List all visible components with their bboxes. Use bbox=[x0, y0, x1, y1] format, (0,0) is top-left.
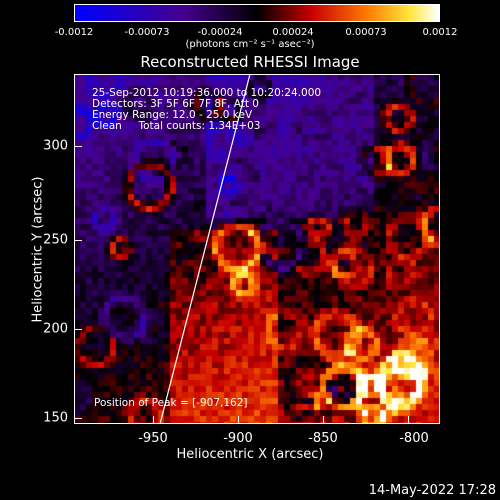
heatmap-canvas bbox=[74, 74, 440, 424]
info-line-time: 25-Sep-2012 10:19:36.000 to 10:20:24.000 bbox=[92, 87, 322, 99]
colorbar-tick: -0.0012 bbox=[54, 27, 94, 38]
y-tick-label: 300 bbox=[43, 138, 68, 154]
x-tickmark bbox=[408, 416, 409, 424]
y-axis-label: Heliocentric Y (arcsec) bbox=[30, 176, 46, 323]
x-tick-label: -850 bbox=[308, 431, 338, 446]
colorbar-tick: -0.00024 bbox=[197, 27, 243, 38]
colorbar bbox=[74, 4, 440, 22]
info-line-detectors: Detectors: 3F 5F 6F 7F 8F, Att 0 bbox=[92, 98, 259, 110]
solar-limb-curve bbox=[159, 74, 251, 424]
y-tick-label: 150 bbox=[43, 410, 68, 426]
info-line-counts: Clean Total counts: 1.34E+03 bbox=[92, 120, 261, 132]
colorbar-tick: 0.00073 bbox=[345, 27, 387, 38]
info-line-energy: Energy Range: 12.0 - 25.0 keV bbox=[92, 109, 253, 121]
x-tick-label: -900 bbox=[223, 431, 253, 446]
x-tick-label: -950 bbox=[138, 431, 168, 446]
plot-title: Reconstructed RHESSI Image bbox=[140, 53, 360, 71]
x-tickmark bbox=[323, 416, 324, 424]
colorbar-gradient bbox=[75, 5, 439, 21]
y-tick-label: 250 bbox=[43, 232, 68, 248]
y-tickmark bbox=[74, 418, 82, 419]
x-tickmark bbox=[153, 416, 154, 424]
y-tickmark bbox=[74, 240, 82, 241]
rhessi-image: 25-Sep-2012 10:19:36.000 to 10:20:24.000… bbox=[74, 74, 440, 424]
peak-position: Position of Peak = [-907,162] bbox=[94, 397, 248, 409]
x-tickmark bbox=[238, 416, 239, 424]
y-tickmark bbox=[74, 329, 82, 330]
timestamp: 14-May-2022 17:28 bbox=[368, 483, 496, 498]
x-axis-label: Heliocentric X (arcsec) bbox=[176, 447, 324, 462]
x-tick-label: -800 bbox=[399, 431, 429, 446]
colorbar-tick: 0.0012 bbox=[422, 27, 458, 38]
y-tickmark bbox=[74, 146, 82, 147]
colorbar-tick: -0.00073 bbox=[124, 27, 170, 38]
colorbar-units: (photons cm⁻² s⁻¹ asec⁻²) bbox=[185, 39, 315, 50]
y-tick-label: 200 bbox=[43, 321, 68, 337]
limb-line bbox=[159, 74, 251, 424]
colorbar-tick: 0.00024 bbox=[272, 27, 314, 38]
